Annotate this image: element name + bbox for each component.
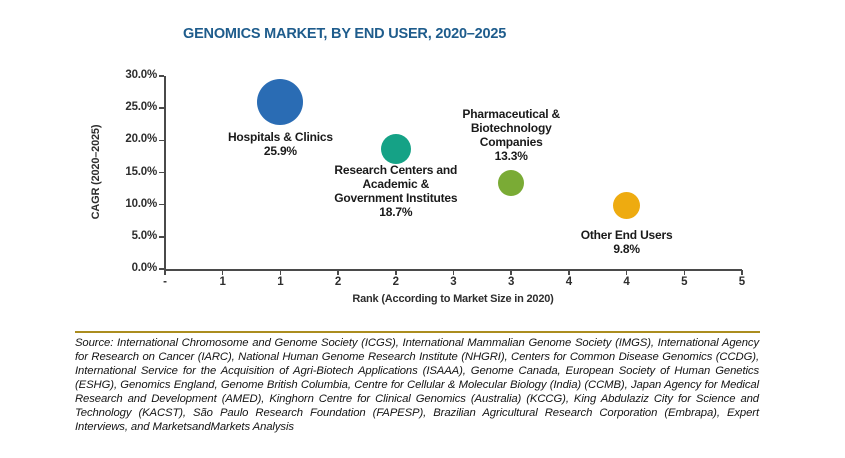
y-axis-tick	[159, 171, 164, 174]
x-axis-title: Rank (According to Market Size in 2020)	[352, 293, 554, 305]
y-axis-tick-label: 10.0%	[125, 197, 157, 210]
x-axis-tick-label: 4	[623, 276, 630, 288]
y-axis-tick	[159, 75, 164, 77]
x-axis-tick	[568, 270, 570, 275]
chart-title: GENOMICS MARKET, BY END USER, 2020–2025	[183, 26, 507, 42]
x-axis-tick	[510, 270, 512, 275]
x-axis-tick-label: 2	[334, 276, 342, 288]
y-axis-tick-label: 20.0%	[125, 133, 157, 146]
source-text: Source: International Chromosome and Gen…	[75, 337, 759, 433]
x-axis-tick-label: 2	[392, 276, 399, 288]
x-axis-tick	[683, 270, 686, 275]
x-axis-tick-label: 3	[450, 276, 457, 288]
y-axis-tick	[159, 139, 164, 142]
x-axis-line	[164, 269, 742, 271]
y-axis-tick-label: 0.0%	[131, 262, 158, 274]
x-axis-tick-label: 4	[565, 276, 573, 288]
y-axis-line	[164, 76, 166, 270]
bubble-label: Research Centers and Academic & Governme…	[334, 162, 458, 219]
chart-bubble	[380, 133, 411, 164]
x-axis-tick-label: 1	[277, 276, 284, 288]
x-axis-tick	[741, 270, 743, 275]
x-axis-tick	[395, 270, 397, 275]
y-axis-tick	[159, 107, 164, 109]
y-axis-tick	[159, 268, 164, 270]
bubble-label: Pharmaceutical & Biotechnology Companies…	[462, 107, 560, 164]
y-axis-tick	[159, 203, 164, 206]
y-axis-tick-label: 30.0%	[125, 69, 157, 81]
x-axis-tick-label: 1	[219, 276, 226, 288]
x-axis-tick	[452, 270, 455, 275]
bubble-label: Hospitals & Clinics 25.9%	[227, 130, 333, 159]
x-axis-tick	[625, 270, 628, 275]
x-axis-tick-label: 5	[738, 276, 746, 288]
chart-bubble	[498, 170, 525, 197]
x-axis-tick	[164, 270, 166, 275]
y-axis-title: CAGR (2020–2025)	[90, 124, 102, 220]
x-axis-tick	[337, 270, 339, 275]
source-divider-line	[75, 331, 760, 333]
x-axis-tick	[279, 270, 282, 275]
x-axis-tick-label: 3	[507, 276, 515, 288]
y-axis-tick-label: 25.0%	[125, 101, 157, 114]
x-axis-tick-label: -	[163, 276, 167, 288]
bubble-label: Other End Users 9.8%	[580, 228, 673, 257]
y-axis-tick-label: 15.0%	[125, 165, 157, 178]
y-axis-tick	[159, 236, 164, 238]
chart-bubble	[257, 79, 304, 126]
chart-bubble	[613, 192, 641, 220]
x-axis-tick-label: 5	[681, 276, 688, 288]
y-axis-tick-label: 5.0%	[131, 229, 158, 242]
x-axis-tick	[221, 270, 224, 275]
